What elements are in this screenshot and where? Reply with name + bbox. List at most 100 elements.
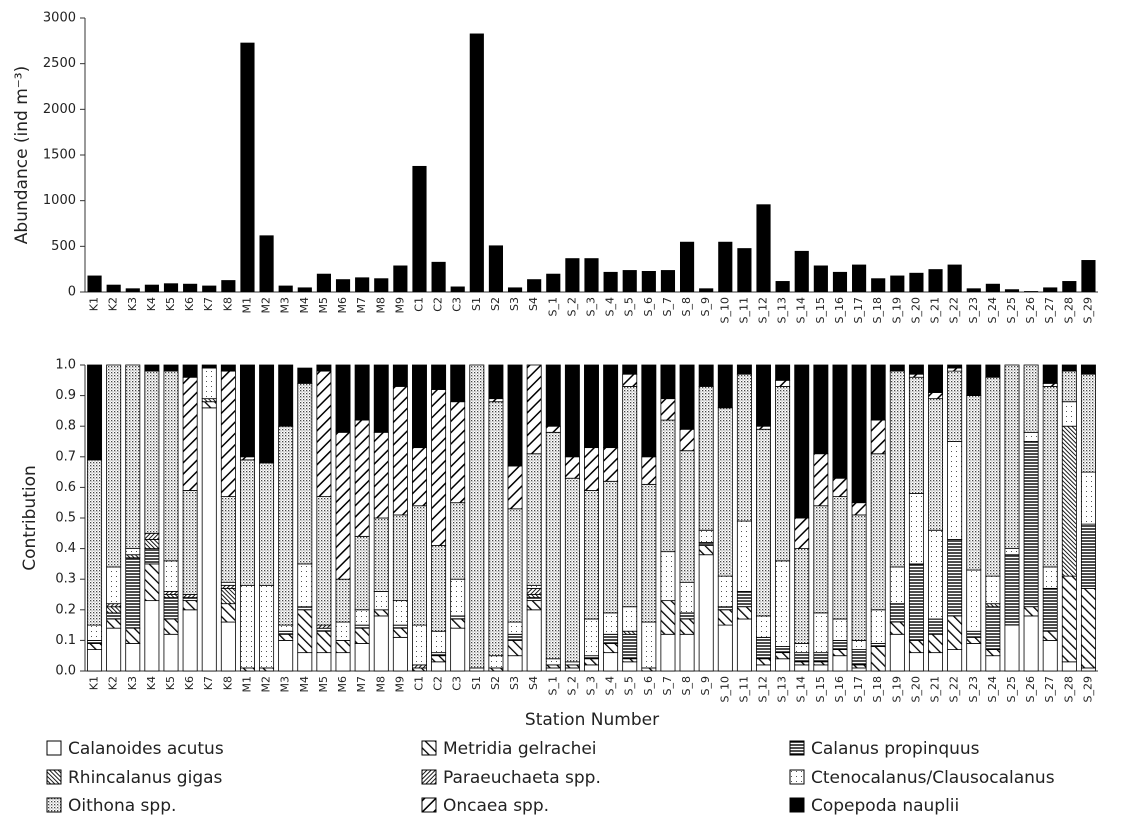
bar-segment bbox=[125, 627, 141, 644]
x-tick-label: S_22 bbox=[948, 297, 961, 323]
bar-segment bbox=[545, 425, 561, 433]
bar-segment bbox=[125, 554, 141, 559]
bar-segment bbox=[144, 563, 160, 602]
x-tick-label: S_3 bbox=[585, 297, 598, 316]
bar-segment bbox=[851, 514, 867, 641]
bar bbox=[890, 275, 905, 292]
y-tick-label: 3000 bbox=[43, 11, 76, 26]
bar bbox=[699, 288, 714, 292]
bar-segment bbox=[450, 401, 466, 504]
bar-segment bbox=[756, 615, 771, 638]
x-tick-label: M5 bbox=[317, 297, 330, 314]
bar-segment bbox=[985, 606, 1001, 650]
x-tick-label: M2 bbox=[260, 676, 273, 693]
bar-segment bbox=[431, 545, 447, 632]
x-tick-label: C1 bbox=[412, 676, 425, 691]
bar-segment bbox=[1061, 425, 1077, 577]
bar-segment bbox=[775, 560, 791, 647]
bar-segment bbox=[966, 630, 982, 638]
bar-segment bbox=[431, 630, 447, 654]
bar-segment bbox=[412, 505, 427, 626]
bar-segment bbox=[220, 364, 236, 372]
x-axis-label: Station Number bbox=[525, 710, 659, 730]
bar-segment bbox=[813, 505, 829, 614]
bar bbox=[813, 265, 828, 292]
bar bbox=[335, 279, 351, 292]
bar-segment bbox=[1004, 554, 1020, 626]
y-tick-label: 0.5 bbox=[55, 511, 76, 526]
x-tick-label: C3 bbox=[451, 676, 464, 691]
x-tick-label: S_2 bbox=[565, 676, 578, 695]
bar-segment bbox=[316, 624, 332, 629]
x-tick-label: K5 bbox=[164, 297, 177, 311]
bar-segment bbox=[1023, 615, 1039, 672]
bar-segment bbox=[335, 431, 351, 580]
bar-segment bbox=[201, 401, 217, 409]
x-tick-label: S_5 bbox=[623, 676, 636, 695]
x-tick-label: S_20 bbox=[909, 297, 922, 323]
bar-segment bbox=[220, 621, 236, 672]
bar-segment bbox=[584, 664, 599, 672]
bar-segment bbox=[870, 609, 886, 644]
x-tick-label: M9 bbox=[393, 676, 406, 693]
bar-segment bbox=[813, 612, 829, 654]
y-tick-label: 1000 bbox=[43, 193, 76, 208]
x-tick-label: M7 bbox=[355, 297, 368, 314]
x-tick-label: M2 bbox=[260, 297, 273, 314]
bar bbox=[756, 204, 771, 292]
x-tick-label: S_26 bbox=[1024, 297, 1037, 323]
bar bbox=[832, 271, 848, 292]
bar-segment bbox=[220, 496, 236, 583]
bar bbox=[183, 283, 198, 292]
bar-segment bbox=[507, 465, 523, 510]
bar-segment bbox=[928, 618, 944, 635]
bar-segment bbox=[278, 364, 294, 427]
x-tick-label: S_1 bbox=[546, 676, 559, 695]
bar-segment bbox=[717, 609, 733, 626]
bar-segment bbox=[584, 490, 599, 620]
bar-segment bbox=[928, 652, 944, 672]
bar bbox=[355, 277, 370, 292]
bar-segment bbox=[1042, 382, 1058, 387]
bar-segment bbox=[775, 652, 791, 660]
x-tick-label: S_24 bbox=[986, 676, 999, 702]
bar-segment bbox=[889, 364, 905, 372]
y-tick-label: 0.1 bbox=[55, 633, 76, 648]
y-tick-label: 0.6 bbox=[55, 480, 76, 495]
legend-swatch bbox=[421, 797, 437, 813]
bar bbox=[871, 278, 886, 292]
bar-segment bbox=[966, 636, 982, 644]
bar-segment bbox=[928, 398, 944, 531]
bar-segment bbox=[622, 633, 638, 660]
bar-segment bbox=[736, 591, 752, 608]
x-tick-label: K5 bbox=[164, 676, 177, 690]
bar-segment bbox=[947, 539, 963, 617]
x-tick-label: S_19 bbox=[890, 297, 903, 323]
bar-segment bbox=[106, 627, 122, 672]
bar-segment bbox=[125, 643, 141, 672]
bar-segment bbox=[450, 618, 466, 629]
bar-segment bbox=[717, 624, 733, 672]
bar-segment bbox=[469, 667, 485, 672]
bar-segment bbox=[507, 640, 523, 657]
bar-segment bbox=[564, 364, 580, 458]
x-tick-label: S_13 bbox=[776, 676, 789, 702]
bar-segment bbox=[851, 640, 867, 650]
bar-segment bbox=[698, 386, 714, 531]
bar-segment bbox=[1042, 587, 1058, 632]
bar-segment bbox=[851, 664, 867, 669]
bar-segment bbox=[1061, 575, 1077, 663]
bar-segment bbox=[220, 581, 236, 586]
bar-segment bbox=[775, 364, 791, 381]
x-tick-label: M9 bbox=[393, 297, 406, 314]
bar-segment bbox=[125, 364, 141, 550]
bar-segment bbox=[736, 364, 752, 375]
bar-segment bbox=[679, 428, 695, 452]
x-tick-label: K3 bbox=[126, 297, 139, 311]
bar bbox=[469, 33, 484, 292]
bar-segment bbox=[813, 453, 829, 507]
x-tick-label: K6 bbox=[183, 297, 196, 311]
bar-segment bbox=[450, 578, 466, 617]
x-tick-label: S_7 bbox=[661, 297, 674, 316]
